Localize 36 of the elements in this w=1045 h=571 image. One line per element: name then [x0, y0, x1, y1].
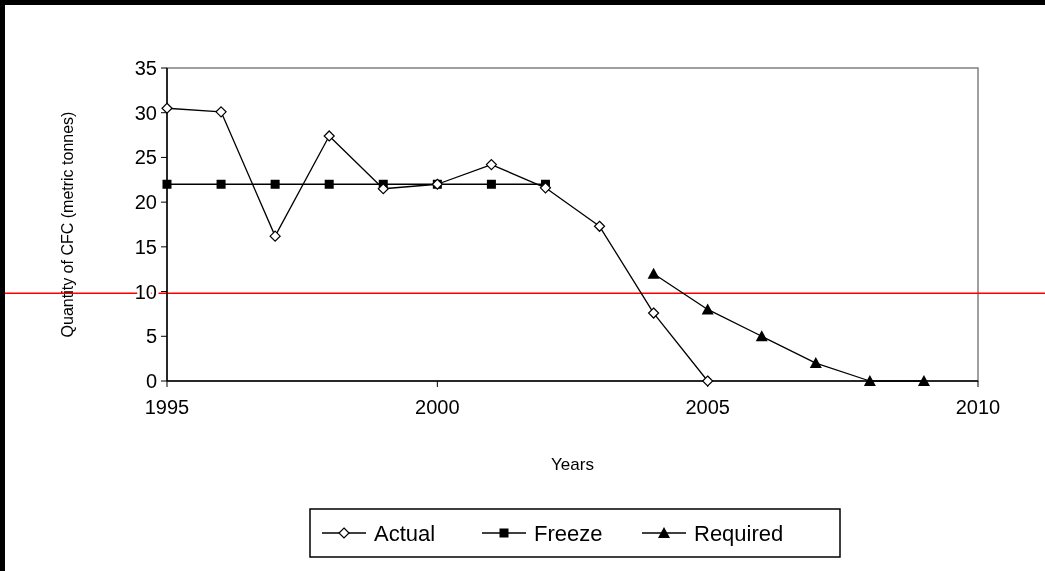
x-tick-label: 1995	[144, 396, 190, 418]
y-tick-label: 30	[134, 101, 157, 124]
point	[377, 183, 389, 195]
legend-label: Actual	[374, 520, 436, 546]
point	[917, 375, 930, 386]
point	[216, 179, 226, 189]
point	[648, 307, 660, 319]
y-tick-label: 25	[134, 146, 157, 169]
point	[162, 179, 172, 189]
point	[485, 158, 497, 171]
point	[323, 130, 335, 142]
x-axis-title: Years	[551, 455, 594, 474]
point	[215, 106, 227, 118]
point	[270, 179, 280, 189]
y-tick-label: 35	[134, 57, 157, 79]
point	[161, 102, 173, 114]
y-tick-label: 20	[134, 191, 157, 214]
point	[269, 230, 281, 242]
x-tick-label: 2000	[415, 396, 460, 418]
x-tick-label: 2005	[685, 396, 730, 418]
y-tick-label: 5	[145, 325, 157, 348]
point	[863, 375, 876, 386]
legend-label: Required	[694, 520, 784, 546]
point	[593, 220, 606, 232]
point	[486, 179, 496, 189]
point	[701, 303, 714, 315]
y-tick-label: 15	[134, 235, 157, 258]
point	[809, 357, 822, 369]
x-tick-label: 2010	[955, 396, 1001, 418]
point	[539, 182, 552, 194]
legend-label: Freeze	[534, 520, 603, 546]
point	[324, 179, 334, 189]
point	[647, 267, 660, 279]
y-axis-title: Quantity of CFC (metric tonnes)	[59, 111, 76, 338]
point	[755, 330, 768, 342]
y-tick-label: 0	[145, 370, 157, 392]
